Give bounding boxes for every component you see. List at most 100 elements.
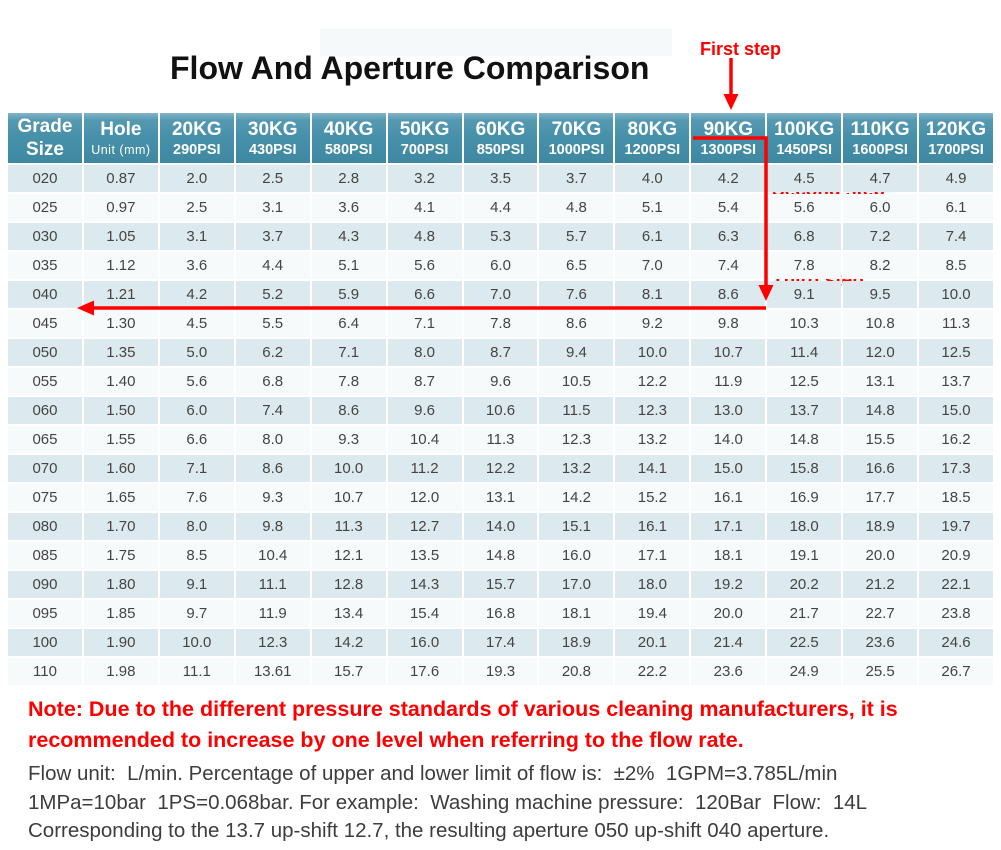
value-cell: 12.2: [463, 455, 538, 482]
grade-cell: 020: [8, 165, 82, 192]
value-cell: 11.9: [691, 368, 766, 395]
value-cell: 6.5: [539, 252, 614, 279]
value-cell: 16.6: [843, 455, 918, 482]
page-title: Flow And Aperture Comparison: [170, 50, 650, 86]
value-cell: 11.9: [235, 600, 310, 627]
value-cell: 20.8: [539, 658, 614, 685]
value-cell: 2.0: [159, 165, 234, 192]
value-cell: 19.3: [463, 658, 538, 685]
value-cell: 11.1: [235, 571, 310, 598]
value-cell: 17.6: [387, 658, 462, 685]
value-cell: 9.4: [539, 339, 614, 366]
value-cell: 17.7: [843, 484, 918, 511]
value-cell: 22.7: [843, 600, 918, 627]
value-cell: 6.0: [843, 194, 918, 221]
value-cell: 16.0: [387, 629, 462, 656]
value-cell: 15.1: [539, 513, 614, 540]
value-cell: 10.8: [843, 310, 918, 337]
value-cell: 6.6: [159, 426, 234, 453]
value-cell: 16.1: [615, 513, 690, 540]
value-cell: 10.4: [387, 426, 462, 453]
value-cell: 5.1: [615, 194, 690, 221]
value-cell: 10.0: [159, 629, 234, 656]
value-cell: 9.2: [615, 310, 690, 337]
value-cell: 4.5: [767, 165, 842, 192]
value-cell: 23.6: [691, 658, 766, 685]
value-cell: 19.7: [919, 513, 993, 540]
value-cell: 4.4: [235, 252, 310, 279]
value-cell: 14.8: [767, 426, 842, 453]
value-cell: 9.8: [691, 310, 766, 337]
value-cell: 12.3: [539, 426, 614, 453]
value-cell: 20.0: [843, 542, 918, 569]
value-cell: 5.3: [463, 223, 538, 250]
value-cell: 16.9: [767, 484, 842, 511]
value-cell: 6.2: [235, 339, 310, 366]
value-cell: 1.35: [83, 339, 158, 366]
grade-cell: 085: [8, 542, 82, 569]
value-cell: 1.75: [83, 542, 158, 569]
value-cell: 12.3: [615, 397, 690, 424]
value-cell: 7.6: [159, 484, 234, 511]
value-cell: 10.6: [463, 397, 538, 424]
value-cell: 19.4: [615, 600, 690, 627]
value-cell: 0.97: [83, 194, 158, 221]
value-cell: 20.0: [691, 600, 766, 627]
value-cell: 14.2: [311, 629, 386, 656]
value-cell: 8.7: [463, 339, 538, 366]
value-cell: 12.0: [387, 484, 462, 511]
value-cell: 10.0: [311, 455, 386, 482]
value-cell: 15.2: [615, 484, 690, 511]
grade-cell: 095: [8, 600, 82, 627]
value-cell: 7.6: [539, 281, 614, 308]
value-cell: 13.2: [539, 455, 614, 482]
value-cell: 11.2: [387, 455, 462, 482]
value-cell: 4.5: [159, 310, 234, 337]
value-cell: 20.9: [919, 542, 993, 569]
value-cell: 1.40: [83, 368, 158, 395]
value-cell: 1.70: [83, 513, 158, 540]
value-cell: 22.5: [767, 629, 842, 656]
value-cell: 11.5: [539, 397, 614, 424]
value-cell: 3.6: [159, 252, 234, 279]
value-cell: 26.7: [919, 658, 993, 685]
value-cell: 1.80: [83, 571, 158, 598]
value-cell: 12.2: [615, 368, 690, 395]
value-cell: 1.98: [83, 658, 158, 685]
value-cell: 1.30: [83, 310, 158, 337]
value-cell: 19.2: [691, 571, 766, 598]
value-cell: 18.0: [767, 513, 842, 540]
value-cell: 13.1: [843, 368, 918, 395]
value-cell: 14.8: [463, 542, 538, 569]
value-cell: 14.0: [691, 426, 766, 453]
value-cell: 4.2: [691, 165, 766, 192]
grade-cell: 050: [8, 339, 82, 366]
value-cell: 8.0: [159, 513, 234, 540]
value-cell: 7.1: [159, 455, 234, 482]
value-cell: 8.5: [159, 542, 234, 569]
value-cell: 23.6: [843, 629, 918, 656]
header-cell: 40KG 580PSI: [311, 113, 386, 163]
value-cell: 2.5: [235, 165, 310, 192]
value-cell: 19.1: [767, 542, 842, 569]
value-cell: 5.6: [767, 194, 842, 221]
header-cell: 70KG 1000PSI: [539, 113, 614, 163]
value-cell: 9.3: [235, 484, 310, 511]
value-cell: 5.4: [691, 194, 766, 221]
value-cell: 8.0: [387, 339, 462, 366]
value-cell: 13.61: [235, 658, 310, 685]
value-cell: 8.1: [615, 281, 690, 308]
value-cell: 13.2: [615, 426, 690, 453]
value-cell: 0.87: [83, 165, 158, 192]
value-cell: 15.7: [311, 658, 386, 685]
value-cell: 8.6: [539, 310, 614, 337]
header-cell: 30KG 430PSI: [235, 113, 310, 163]
grade-cell: 080: [8, 513, 82, 540]
value-cell: 12.8: [311, 571, 386, 598]
value-cell: 17.3: [919, 455, 993, 482]
note-text: Note: Due to the different pressure stan…: [28, 697, 898, 752]
value-cell: 11.3: [463, 426, 538, 453]
value-cell: 14.2: [539, 484, 614, 511]
value-cell: 24.6: [919, 629, 993, 656]
grade-cell: 070: [8, 455, 82, 482]
